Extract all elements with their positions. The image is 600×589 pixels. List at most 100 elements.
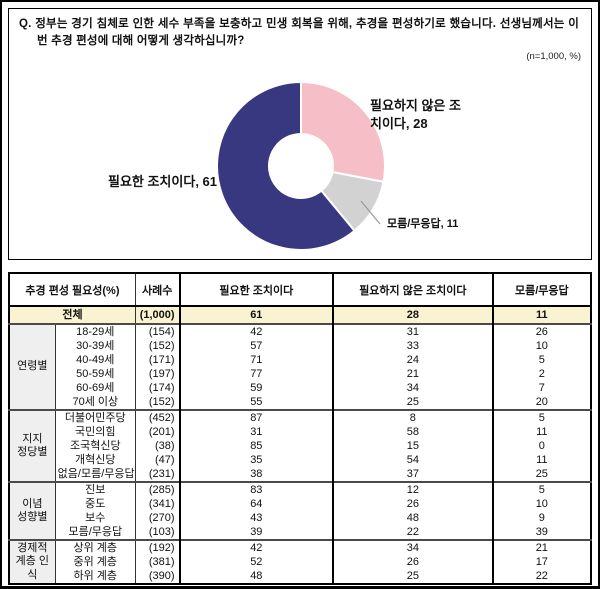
category-cell: 없음/모름/무응답: [54, 467, 136, 482]
sample-size-cell: (381): [134, 555, 180, 569]
group-label: 지지 정당별: [9, 409, 56, 482]
value-cell: 22: [332, 525, 493, 540]
table-row: 보수 (270) 43 48 9: [9, 511, 591, 525]
value-cell: 34: [332, 381, 493, 395]
group-label: 경제적 계층 인식: [9, 539, 56, 584]
value-cell: 43: [178, 511, 334, 525]
sample-size-cell: (171): [134, 353, 180, 367]
survey-question: Q. 정부는 경기 침체로 인한 세수 부족을 보충하고 민생 회복을 위해, …: [9, 9, 591, 49]
table-row: 70세 이상 (152) 55 25 20: [9, 395, 591, 410]
value-cell: 10: [491, 497, 591, 511]
sample-size-cell: (152): [134, 395, 180, 410]
value-cell: 25: [491, 467, 591, 482]
table-row: 조국혁신당 (38) 85 15 0: [9, 439, 591, 453]
crosstab-table: 추경 편성 필요성(%) 사례수 필요한 조치이다 필요하지 않은 조치이다 모…: [8, 272, 592, 585]
value-cell: 26: [491, 323, 591, 339]
group-label: 연령별: [9, 323, 56, 410]
sample-size-cell: (38): [134, 439, 180, 453]
donut-slice-0: [300, 80, 386, 183]
category-cell: 국민의힘: [54, 425, 136, 439]
total-value: 28: [332, 306, 493, 325]
total-value: 11: [491, 306, 591, 325]
category-cell: 40-49세: [54, 353, 136, 367]
value-cell: 57: [178, 339, 334, 353]
group-label: 이념 성향별: [9, 481, 56, 540]
table-row: 국민의힘 (201) 31 58 11: [9, 425, 591, 439]
value-cell: 55: [178, 395, 334, 410]
value-cell: 87: [178, 409, 334, 425]
table-row: 없음/모름/무응답 (231) 38 37 25: [9, 467, 591, 482]
value-cell: 35: [178, 453, 334, 467]
callout-leader-line: [360, 200, 381, 225]
callout-dont-know: 모름/무응답, 11: [387, 218, 459, 230]
value-cell: 7: [491, 381, 591, 395]
total-label: 전체: [9, 306, 136, 325]
value-cell: 2: [491, 367, 591, 381]
value-cell: 58: [332, 425, 493, 439]
sample-size-cell: (154): [134, 323, 180, 339]
sample-size-cell: (103): [134, 525, 180, 540]
value-cell: 85: [178, 439, 334, 453]
column-header-needed: 필요한 조치이다: [178, 273, 334, 307]
value-cell: 24: [332, 353, 493, 367]
category-cell: 조국혁신당: [54, 439, 136, 453]
value-cell: 48: [178, 569, 334, 584]
column-header-not-needed: 필요하지 않은 조치이다: [332, 273, 493, 307]
category-cell: 70세 이상: [54, 395, 136, 410]
table-row: 개혁신당 (47) 35 54 11: [9, 453, 591, 467]
value-cell: 10: [491, 339, 591, 353]
table-row: 경제적 계층 인식 상위 계층 (192) 42 34 21: [9, 539, 591, 584]
value-cell: 39: [178, 525, 334, 540]
sample-size-cell: (341): [134, 497, 180, 511]
value-cell: 21: [491, 539, 591, 555]
column-header-dont-know: 모름/무응답: [491, 273, 591, 307]
category-cell: 중위 계층: [54, 555, 136, 569]
value-cell: 5: [491, 353, 591, 367]
sample-size-cell: (174): [134, 381, 180, 395]
donut-slice-1: [319, 170, 385, 233]
value-cell: 21: [332, 367, 493, 381]
total-row: 전체 (1,000) 61 28 11: [9, 306, 591, 325]
sample-size-cell: (152): [134, 339, 180, 353]
value-cell: 25: [332, 569, 493, 584]
total-value: 61: [178, 306, 334, 325]
column-header-sample: 사례수: [134, 273, 180, 307]
value-cell: 26: [332, 555, 493, 569]
value-cell: 5: [491, 409, 591, 425]
value-cell: 64: [178, 497, 334, 511]
category-cell: 더불어민주당: [54, 409, 136, 425]
value-cell: 52: [178, 555, 334, 569]
value-cell: 31: [332, 323, 493, 339]
category-cell: 모름/무응답: [54, 525, 136, 540]
category-cell: 진보: [54, 481, 136, 497]
table-row: 하위 계층 (390) 48 25 22: [9, 569, 591, 584]
category-cell: 개혁신당: [54, 453, 136, 467]
value-cell: 26: [332, 497, 493, 511]
donut-chart: [216, 80, 386, 251]
question-prefix: Q.: [19, 18, 32, 30]
value-cell: 48: [332, 511, 493, 525]
table-row: 60-69세 (174) 59 34 7: [9, 381, 591, 395]
value-cell: 77: [178, 367, 334, 381]
sample-size-cell: (285): [134, 481, 180, 497]
category-cell: 하위 계층: [54, 569, 136, 584]
value-cell: 33: [332, 339, 493, 353]
value-cell: 20: [491, 395, 591, 410]
header-row: 추경 편성 필요성(%) 사례수 필요한 조치이다 필요하지 않은 조치이다 모…: [9, 273, 591, 307]
table-row: 50-59세 (197) 77 21 2: [9, 367, 591, 381]
table-row: 중도 (341) 64 26 10: [9, 497, 591, 511]
sample-size-note: (n=1,000, %): [526, 51, 581, 62]
value-cell: 12: [332, 481, 493, 497]
sample-size-cell: (197): [134, 367, 180, 381]
value-cell: 34: [332, 539, 493, 555]
value-cell: 15: [332, 439, 493, 453]
category-cell: 18-29세: [54, 323, 136, 339]
category-cell: 보수: [54, 511, 136, 525]
value-cell: 11: [491, 453, 591, 467]
value-cell: 83: [178, 481, 334, 497]
sample-size-cell: (270): [134, 511, 180, 525]
value-cell: 22: [491, 569, 591, 584]
sample-size-cell: (47): [134, 453, 180, 467]
value-cell: 31: [178, 425, 334, 439]
